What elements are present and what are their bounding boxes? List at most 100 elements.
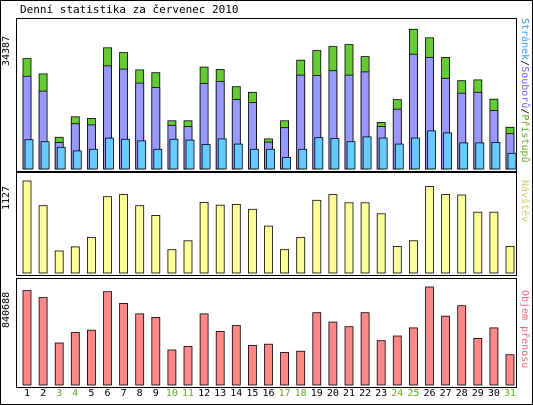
bar-files-day-10 [169, 138, 179, 170]
bar-traffic-day-21 [344, 326, 354, 386]
bar-files-day-31 [507, 152, 516, 170]
bar-files-day-14 [233, 143, 243, 170]
bar-files-day-17 [282, 156, 292, 170]
bar-hosts-day-23 [376, 213, 386, 274]
x-tick-day-10: 10 [165, 388, 178, 399]
bar-hosts-day-10 [167, 249, 177, 274]
x-tick-day-2: 2 [40, 388, 47, 399]
x-tick-day-29: 29 [471, 388, 484, 399]
bar-traffic-day-5 [87, 329, 96, 386]
bar-files-day-26 [427, 130, 436, 170]
bar-files-day-29 [475, 142, 485, 170]
bar-traffic-day-11 [183, 346, 193, 386]
bar-hosts-day-9 [151, 215, 161, 274]
bar-files-day-20 [330, 138, 340, 170]
bar-traffic-day-18 [296, 350, 306, 386]
bar-traffic-day-17 [280, 352, 290, 386]
hosts-chart [22, 180, 515, 274]
legend-sep-1: / [519, 60, 530, 67]
bar-files-day-18 [298, 148, 308, 170]
bar-hosts-day-20 [328, 194, 338, 274]
bar-hosts-day-6 [103, 196, 112, 274]
bar-traffic-day-12 [199, 313, 209, 386]
bar-hosts-day-25 [408, 240, 418, 274]
bar-hosts-day-8 [135, 205, 145, 274]
traffic-panel [16, 278, 517, 388]
bar-files-day-4 [72, 150, 82, 170]
bar-hosts-day-15 [247, 208, 257, 274]
bar-hosts-day-31 [505, 246, 515, 274]
bar-hosts-day-27 [441, 194, 451, 274]
x-tick-day-17: 17 [278, 388, 291, 399]
x-tick-day-4: 4 [72, 388, 79, 399]
traffic-chart [22, 286, 515, 386]
bar-files-day-22 [362, 136, 372, 170]
bar-hosts-day-19 [312, 199, 322, 274]
bar-traffic-day-30 [489, 327, 499, 386]
bar-hosts-day-4 [70, 246, 80, 274]
bar-hosts-day-30 [489, 211, 499, 274]
bar-traffic-day-31 [505, 354, 515, 386]
bar-files-day-9 [153, 148, 163, 170]
bar-files-day-6 [105, 137, 114, 170]
bar-files-day-5 [89, 148, 98, 170]
x-tick-day-14: 14 [230, 388, 243, 399]
x-tick-day-8: 8 [136, 388, 143, 399]
bar-files-day-16 [266, 148, 275, 170]
bar-files-day-15 [249, 148, 259, 170]
bar-traffic-day-3 [54, 342, 64, 386]
bar-files-day-2 [40, 141, 50, 170]
hosts-legend: Návštěv [519, 180, 530, 223]
bar-hosts-day-11 [183, 240, 193, 274]
x-tick-day-23: 23 [375, 388, 388, 399]
hosts-ymax-label: 1127 [1, 185, 12, 210]
x-tick-day-31: 31 [503, 388, 517, 399]
x-tick-day-6: 6 [104, 388, 111, 399]
bar-traffic-day-29 [473, 338, 483, 386]
x-tick-day-30: 30 [487, 388, 500, 399]
bar-traffic-day-19 [312, 312, 322, 386]
x-axis-day-labels: 1 2 3 4 5 6 7 8 9 10 11 12 13 14 15 16 17 18 19 20 21 22 23 24 2… [16, 388, 517, 402]
x-tick-day-12: 12 [198, 388, 211, 399]
bar-traffic-day-20 [328, 321, 338, 386]
bar-traffic-day-24 [392, 335, 402, 386]
bar-traffic-day-15 [247, 345, 257, 386]
bar-hosts-day-17 [280, 249, 290, 274]
x-tick-day-24: 24 [391, 388, 404, 399]
bar-hosts-day-28 [457, 194, 467, 274]
x-tick-day-3: 3 [56, 388, 63, 399]
bar-traffic-day-13 [215, 331, 225, 386]
bar-traffic-day-25 [408, 327, 418, 386]
bar-traffic-day-4 [70, 332, 80, 386]
x-tick-day-21: 21 [342, 388, 356, 399]
x-tick-day-16: 16 [262, 388, 275, 399]
traffic-legend: Objem přenosu [519, 290, 530, 369]
x-tick-day-18: 18 [294, 388, 307, 399]
x-tick-day-5: 5 [88, 388, 95, 399]
bar-hosts-day-5 [87, 237, 96, 274]
x-tick-day-15: 15 [246, 388, 259, 399]
bar-traffic-day-9 [151, 317, 161, 386]
bar-hosts-day-3 [54, 250, 64, 274]
legend-sep-2: / [519, 108, 530, 115]
bar-files-day-1 [24, 139, 34, 170]
x-tick-day-7: 7 [120, 388, 127, 399]
bar-files-day-21 [346, 141, 356, 170]
bar-traffic-day-2 [38, 297, 48, 386]
bar-hosts-day-12 [199, 201, 209, 274]
x-tick-day-28: 28 [455, 388, 468, 399]
bar-traffic-day-1 [22, 290, 32, 386]
bar-files-day-30 [491, 142, 501, 170]
bar-traffic-day-28 [457, 305, 467, 386]
bar-traffic-day-16 [264, 343, 273, 386]
bar-files-day-12 [201, 144, 211, 170]
x-tick-day-26: 26 [423, 388, 436, 399]
bar-hosts-day-14 [231, 203, 241, 274]
x-tick-day-11: 11 [181, 388, 195, 399]
bar-traffic-day-23 [376, 340, 386, 386]
bar-hosts-day-7 [119, 194, 128, 274]
x-tick-day-27: 27 [439, 388, 452, 399]
bar-files-day-13 [217, 138, 227, 170]
bar-hosts-day-13 [215, 204, 225, 274]
legend-visits: Přístupů [519, 114, 530, 163]
